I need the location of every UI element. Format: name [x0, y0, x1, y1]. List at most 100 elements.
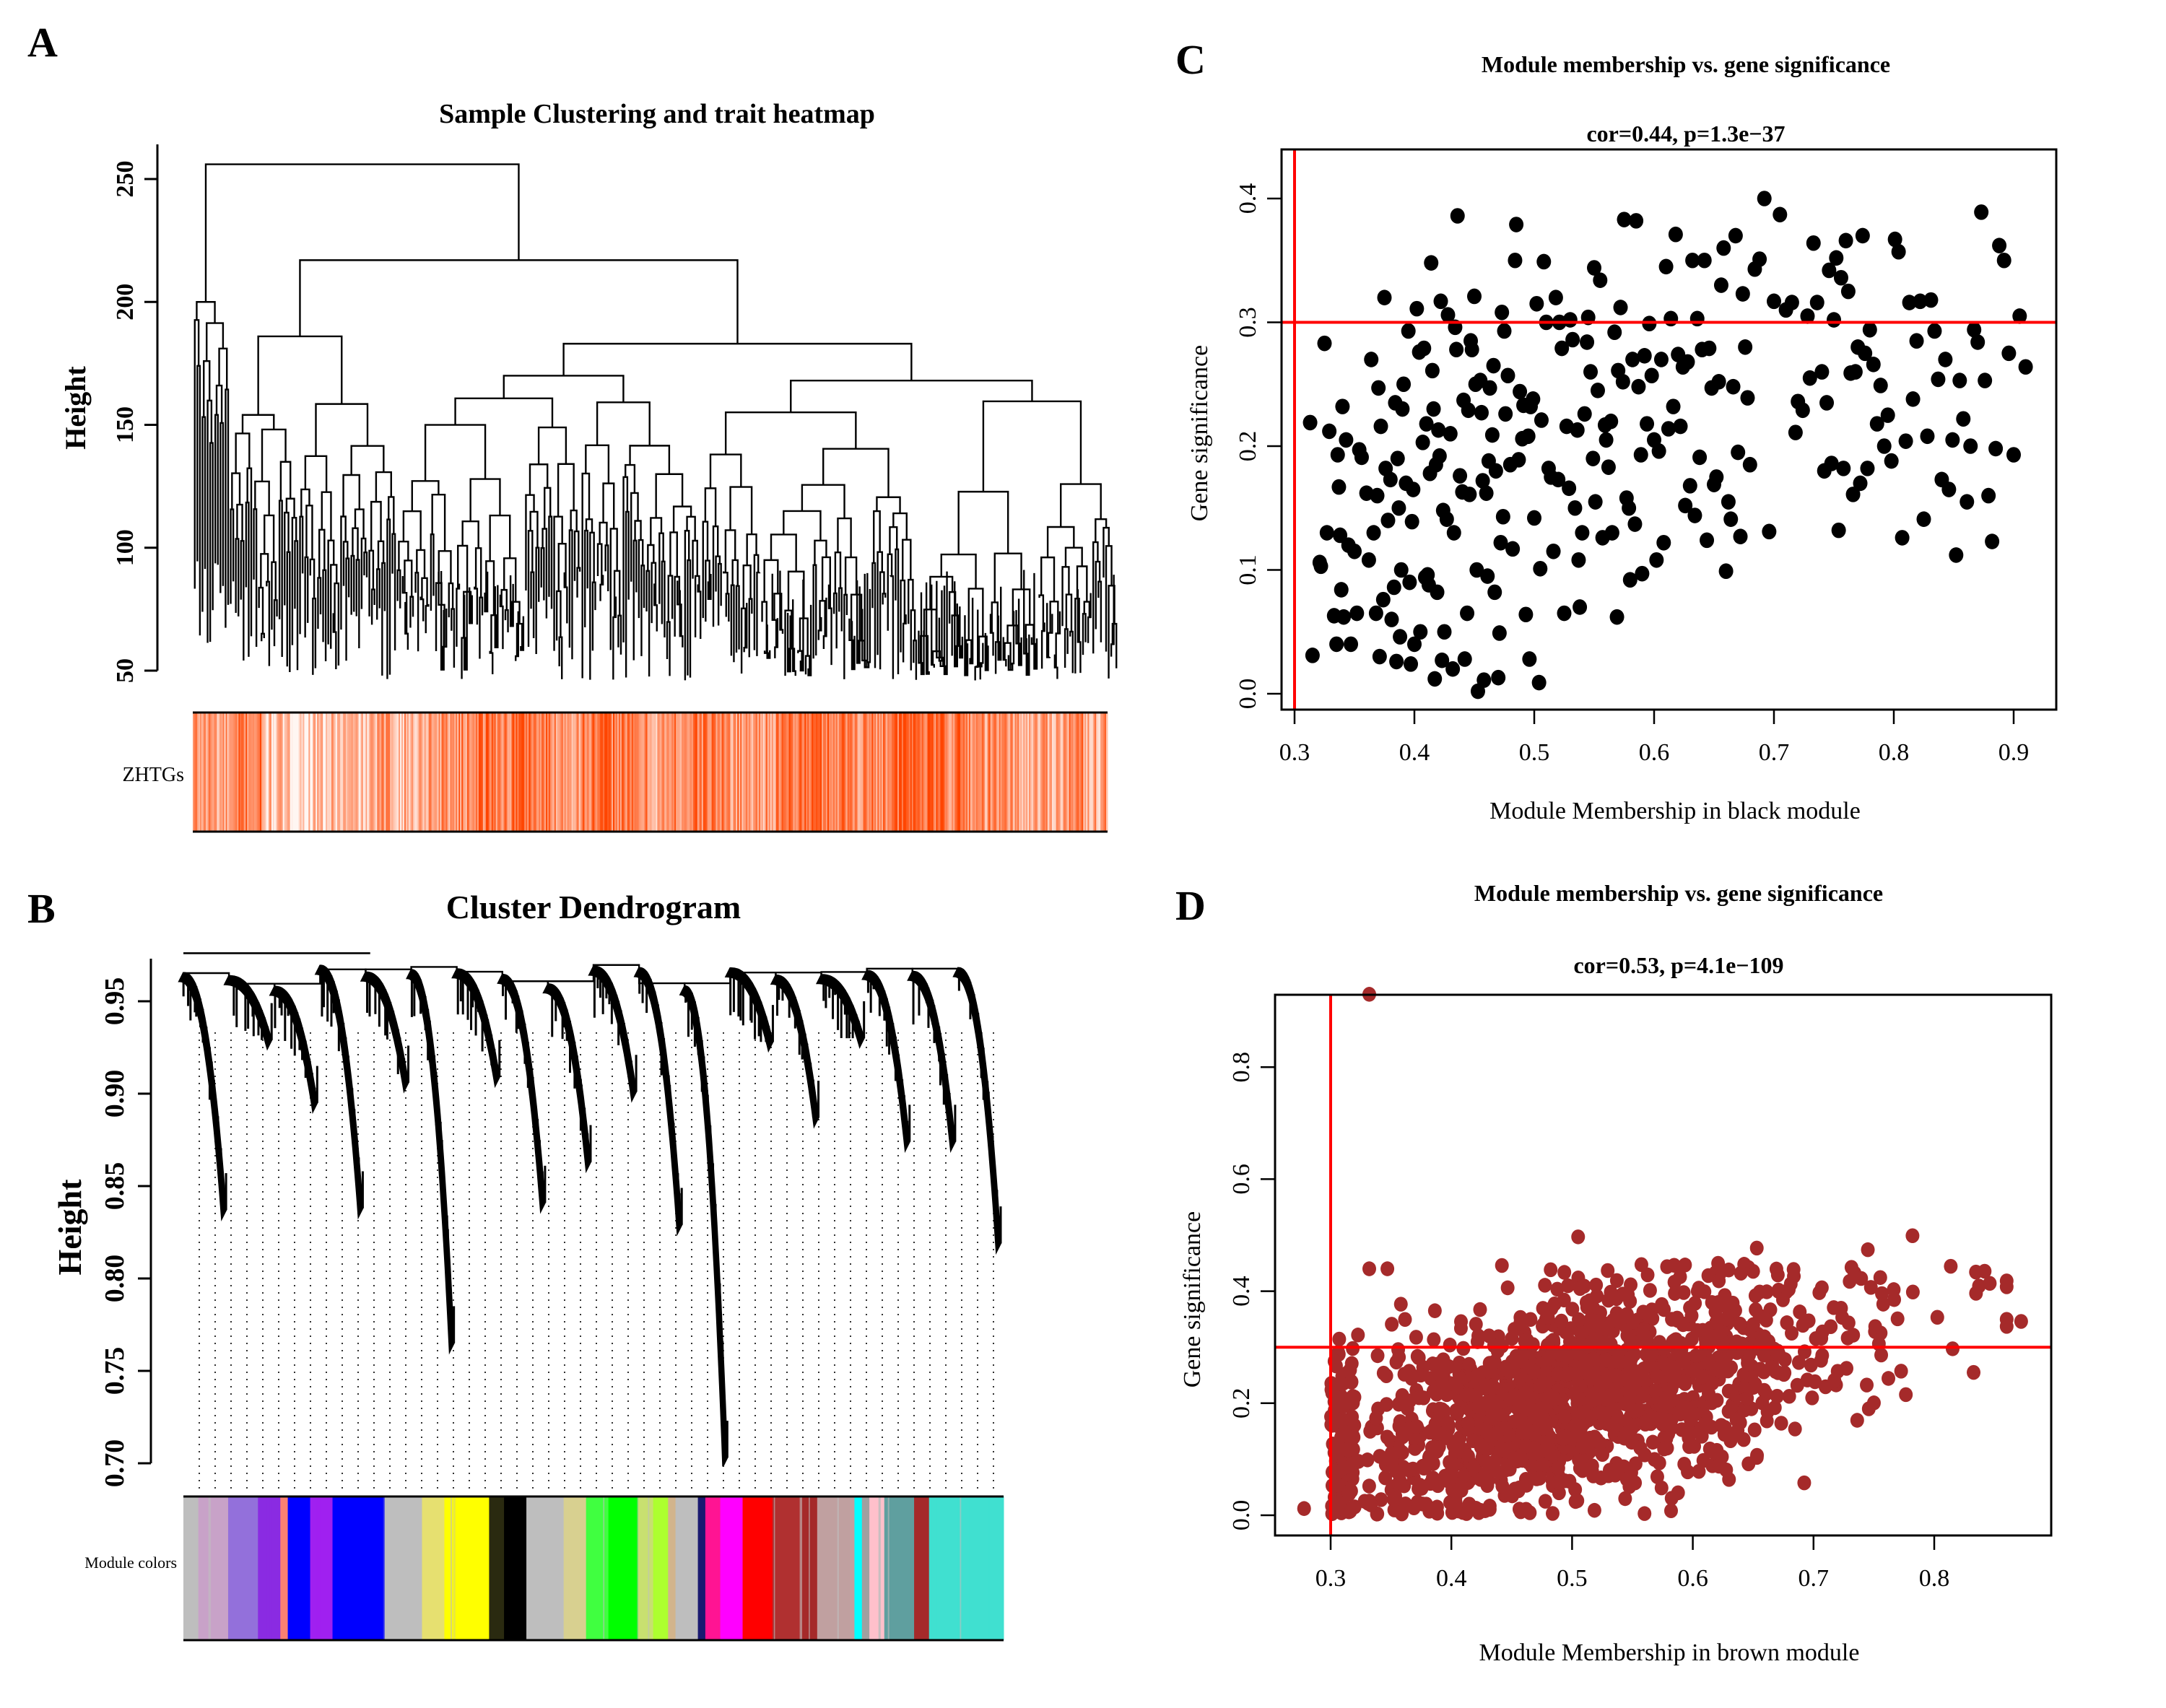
- heatmap-cell: [237, 713, 239, 832]
- dendrogram-branch: [435, 582, 443, 652]
- dendrogram-branch: [558, 636, 563, 679]
- data-point: [1492, 625, 1507, 641]
- heatmap-cell: [484, 713, 487, 832]
- heatmap-cell: [348, 713, 351, 832]
- data-point: [1762, 523, 1777, 540]
- heatmap-cell: [981, 713, 984, 832]
- heatmap-cell: [218, 713, 221, 832]
- heatmap-cell: [365, 713, 368, 832]
- data-point: [1692, 449, 1708, 466]
- heatmap-cell: [669, 713, 671, 832]
- data-point: [1364, 352, 1379, 367]
- data-point: [1860, 1377, 1874, 1393]
- heatmap-cell: [893, 713, 895, 832]
- heatmap-cell: [391, 713, 393, 832]
- data-point: [1902, 295, 1917, 310]
- heatmap-cell: [354, 713, 357, 832]
- data-point: [1838, 232, 1853, 249]
- heatmap-cell: [324, 713, 326, 832]
- heatmap-cell: [256, 713, 258, 832]
- data-point: [1562, 480, 1577, 497]
- heatmap-cell: [321, 713, 323, 832]
- data-point: [1377, 289, 1392, 306]
- data-point: [1660, 1440, 1674, 1456]
- heatmap-cell: [1038, 713, 1041, 832]
- heatmap-cell: [511, 713, 514, 832]
- heatmap-cell: [243, 713, 245, 832]
- heatmap-cell: [734, 713, 736, 832]
- data-point: [1548, 289, 1563, 306]
- module-color-stripe: [709, 1496, 711, 1640]
- data-point: [1709, 1315, 1723, 1330]
- dendrogram-branch: [370, 500, 382, 551]
- module-color-segment: [258, 1496, 281, 1640]
- heatmap-cell: [907, 713, 910, 832]
- data-point: [1674, 1342, 1689, 1358]
- module-color-stripe: [773, 1496, 775, 1640]
- module-color-segment: [586, 1496, 609, 1640]
- heatmap-cell: [578, 713, 581, 832]
- heatmap-cell: [1032, 713, 1034, 832]
- dendrogram-branch: [704, 487, 717, 527]
- data-point: [1469, 1387, 1483, 1403]
- heatmap-cell: [731, 713, 734, 832]
- heatmap-cell: [272, 713, 275, 832]
- data-point: [1432, 448, 1447, 464]
- heatmap-cell: [1060, 713, 1063, 832]
- data-point: [1778, 1365, 1792, 1380]
- data-point: [1712, 1273, 1726, 1289]
- heatmap-cell: [737, 713, 739, 832]
- module-color-stripe: [887, 1496, 890, 1640]
- dendrogram-branch: [735, 585, 740, 653]
- heatmap-cell: [780, 713, 783, 832]
- heatmap-cell: [898, 713, 901, 832]
- data-point: [1534, 1379, 1548, 1394]
- heatmap-cell: [1044, 713, 1047, 832]
- heatmap-cell: [682, 713, 684, 832]
- dendrogram-branch: [715, 555, 721, 592]
- dendrogram-branch: [570, 509, 578, 532]
- heatmap-cell: [993, 713, 996, 832]
- heatmap-cell: [305, 713, 308, 832]
- data-point: [1599, 1352, 1614, 1368]
- data-point: [2006, 447, 2021, 463]
- heatmap-cell: [813, 713, 815, 832]
- data-point: [1663, 310, 1679, 327]
- dendrogram-merge: [866, 967, 913, 972]
- module-color-segment: [869, 1496, 885, 1640]
- heatmap-cell: [1016, 713, 1018, 832]
- heatmap-cell: [867, 713, 869, 832]
- data-point: [1519, 1385, 1534, 1400]
- data-point: [1873, 378, 1888, 393]
- data-point: [1435, 1370, 1449, 1385]
- dendrogram-branch: [489, 650, 494, 675]
- heatmap-cell: [1093, 713, 1095, 832]
- data-point: [1573, 1281, 1587, 1297]
- x-tick-label: 0.5: [1557, 1565, 1588, 1592]
- data-point: [1905, 391, 1921, 407]
- heatmap-cell: [1020, 713, 1022, 832]
- heatmap-cell: [318, 713, 321, 832]
- data-point: [1552, 1485, 1566, 1501]
- heatmap-cell: [360, 713, 362, 832]
- heatmap-cell: [571, 713, 574, 832]
- heatmap-cell: [390, 713, 392, 832]
- heatmap-cell: [671, 713, 674, 832]
- data-point: [1665, 1420, 1679, 1436]
- dendrogram-branch: [461, 520, 479, 549]
- heatmap-cell: [1040, 713, 1043, 832]
- heatmap-cell: [304, 713, 306, 832]
- dendrogram-branch: [674, 575, 681, 637]
- dendrogram-branch: [193, 319, 200, 589]
- data-point: [1622, 572, 1637, 588]
- heatmap-cell: [854, 713, 857, 832]
- data-point: [1759, 1386, 1773, 1402]
- dendrogram-branch: [581, 472, 591, 679]
- module-color-stripe: [208, 1496, 211, 1640]
- data-point: [1399, 1496, 1413, 1512]
- dendrogram-branch: [304, 455, 328, 492]
- data-point: [1480, 568, 1495, 584]
- module-color-stripe: [799, 1496, 803, 1640]
- data-point: [1687, 507, 1702, 523]
- heatmap-cell: [565, 713, 568, 832]
